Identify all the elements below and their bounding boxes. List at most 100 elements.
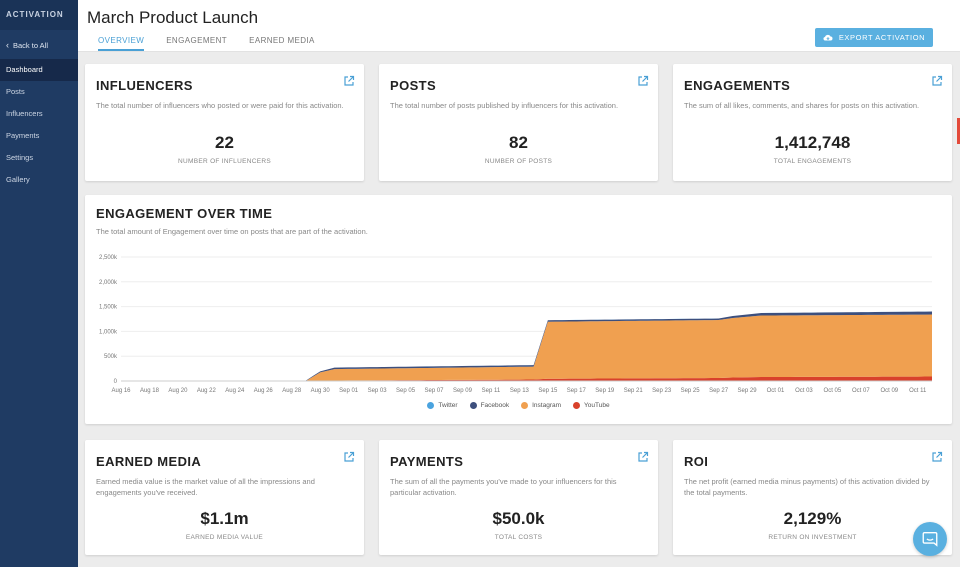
chevron-left-icon: ‹: [6, 40, 9, 50]
external-link-icon[interactable]: [637, 451, 649, 463]
tab-overview[interactable]: OVERVIEW: [98, 36, 145, 51]
x-tick-label: Oct 11: [909, 388, 927, 394]
x-tick-label: Sep 27: [709, 388, 729, 394]
legend-label: Facebook: [480, 402, 510, 409]
tab-earned-media[interactable]: EARNED MEDIA: [249, 36, 315, 45]
sidebar: ACTIVATION ‹ Back to All Dashboard Posts…: [0, 0, 78, 567]
legend-label: Instagram: [532, 402, 562, 409]
x-tick-label: Sep 01: [339, 388, 359, 394]
card-value: 82: [509, 133, 528, 152]
tab-engagement[interactable]: ENGAGEMENT: [166, 36, 228, 45]
legend-item-instagram[interactable]: Instagram: [521, 402, 561, 409]
card-title: ENGAGEMENTS: [684, 78, 791, 93]
legend-item-twitter[interactable]: Twitter: [427, 402, 458, 409]
x-tick-label: Aug 20: [168, 388, 188, 394]
card-title: ROI: [684, 454, 709, 469]
x-tick-label: Aug 26: [254, 388, 274, 394]
y-tick-label: 2,000k: [99, 280, 118, 286]
card-value: $1.1m: [200, 509, 249, 528]
x-tick-label: Aug 16: [111, 388, 131, 394]
card-description: The total number of influencers who post…: [96, 101, 344, 110]
card-subtitle: NUMBER OF INFLUENCERS: [178, 158, 271, 165]
x-tick-label: Sep 25: [681, 388, 701, 394]
y-tick-label: 2,500k: [99, 255, 118, 261]
card-description: The net profit (earned media minus payme…: [684, 477, 930, 497]
legend-swatch: [427, 402, 435, 409]
chat-icon: [922, 532, 938, 547]
external-link-icon[interactable]: [343, 451, 355, 463]
influencers-card: INFLUENCERS The total number of influenc…: [85, 64, 364, 181]
page-header: March Product Launch OVERVIEW ENGAGEMENT…: [78, 0, 960, 52]
export-label: EXPORT ACTIVATION: [838, 33, 926, 42]
legend-label: YouTube: [584, 402, 610, 409]
card-description: Earned media value is the market value o…: [96, 477, 315, 497]
legend-item-facebook[interactable]: Facebook: [469, 402, 510, 409]
y-tick-label: 1,500k: [99, 305, 118, 311]
x-tick-label: Sep 19: [595, 388, 615, 394]
back-label: Back to All: [13, 40, 49, 50]
tab-bar: OVERVIEW ENGAGEMENT EARNED MEDIA: [98, 36, 315, 51]
sidebar-item-payments[interactable]: Payments: [6, 131, 40, 140]
card-subtitle: RETURN ON INVESTMENT: [768, 534, 857, 541]
external-link-icon[interactable]: [343, 75, 355, 87]
payments-card: PAYMENTS The sum of all the payments you…: [379, 440, 658, 555]
card-value: 1,412,748: [774, 133, 851, 152]
sidebar-item-gallery[interactable]: Gallery: [6, 175, 30, 184]
card-description: The sum of all likes, comments, and shar…: [684, 101, 920, 110]
x-tick-label: Sep 17: [567, 388, 587, 394]
x-tick-label: Oct 01: [767, 388, 785, 394]
card-value: 2,129%: [783, 509, 842, 528]
sidebar-item-settings[interactable]: Settings: [6, 153, 34, 162]
engagements-card: ENGAGEMENTS The sum of all likes, commen…: [673, 64, 952, 181]
y-tick-label: 1,000k: [99, 329, 118, 335]
external-link-icon[interactable]: [637, 75, 649, 87]
card-title: EARNED MEDIA: [96, 454, 202, 469]
legend-swatch: [521, 402, 529, 409]
card-description: The sum of all the payments you've made …: [390, 477, 617, 497]
engagement-chart: 0 500k 1,000k 1,500k 2,000k 2,500k Aug 16 Aug 1…: [99, 255, 932, 394]
engagement-over-time-card: ENGAGEMENT OVER TIME The total amount of…: [85, 195, 952, 424]
x-tick-label: Oct 03: [795, 388, 813, 394]
x-tick-label: Oct 09: [880, 388, 898, 394]
card-subtitle: TOTAL COSTS: [494, 534, 543, 541]
earned-media-card: EARNED MEDIA Earned media value is the m…: [85, 440, 364, 555]
x-tick-label: Sep 13: [510, 388, 530, 394]
x-tick-label: Aug 28: [282, 388, 302, 394]
posts-card: POSTS The total number of posts publishe…: [379, 64, 658, 181]
card-subtitle: TOTAL ENGAGEMENTS: [773, 158, 852, 165]
x-tick-label: Aug 24: [225, 388, 245, 394]
sidebar-brand: ACTIVATION: [0, 0, 78, 30]
external-link-icon[interactable]: [931, 75, 943, 87]
x-tick-label: Sep 29: [738, 388, 758, 394]
x-tick-label: Sep 23: [652, 388, 672, 394]
x-tick-label: Aug 22: [197, 388, 217, 394]
legend-swatch: [573, 402, 581, 409]
x-tick-label: Aug 30: [311, 388, 331, 394]
export-activation-button[interactable]: EXPORT ACTIVATION: [815, 28, 933, 47]
card-value: $50.0k: [492, 509, 545, 528]
area-instagram: [121, 314, 932, 381]
x-tick-label: Oct 07: [852, 388, 870, 394]
area-youtube: [121, 376, 932, 381]
card-subtitle: EARNED MEDIA VALUE: [185, 534, 264, 541]
y-tick-label: 0: [114, 379, 118, 385]
card-description: The total number of posts published by i…: [390, 101, 619, 110]
x-tick-label: Sep 05: [396, 388, 416, 394]
chart-title: ENGAGEMENT OVER TIME: [96, 206, 273, 221]
x-tick-label: Sep 11: [482, 388, 501, 394]
external-link-icon[interactable]: [931, 451, 943, 463]
x-tick-label: Oct 05: [824, 388, 842, 394]
back-to-all-link[interactable]: ‹ Back to All: [0, 31, 78, 59]
x-tick-label: Sep 09: [453, 388, 473, 394]
legend-label: Twitter: [438, 402, 458, 409]
sidebar-item-influencers[interactable]: Influencers: [6, 109, 43, 118]
card-title: PAYMENTS: [390, 454, 464, 469]
sidebar-item-posts[interactable]: Posts: [6, 87, 25, 96]
edge-marker: [957, 118, 960, 144]
chat-support-button[interactable]: [913, 522, 947, 556]
cloud-download-icon: [823, 34, 833, 41]
x-tick-label: Sep 03: [368, 388, 388, 394]
sidebar-item-dashboard[interactable]: Dashboard: [0, 59, 78, 81]
legend-item-youtube[interactable]: YouTube: [573, 402, 610, 409]
chart-legend: Twitter Facebook Instagram YouTube: [85, 402, 952, 409]
